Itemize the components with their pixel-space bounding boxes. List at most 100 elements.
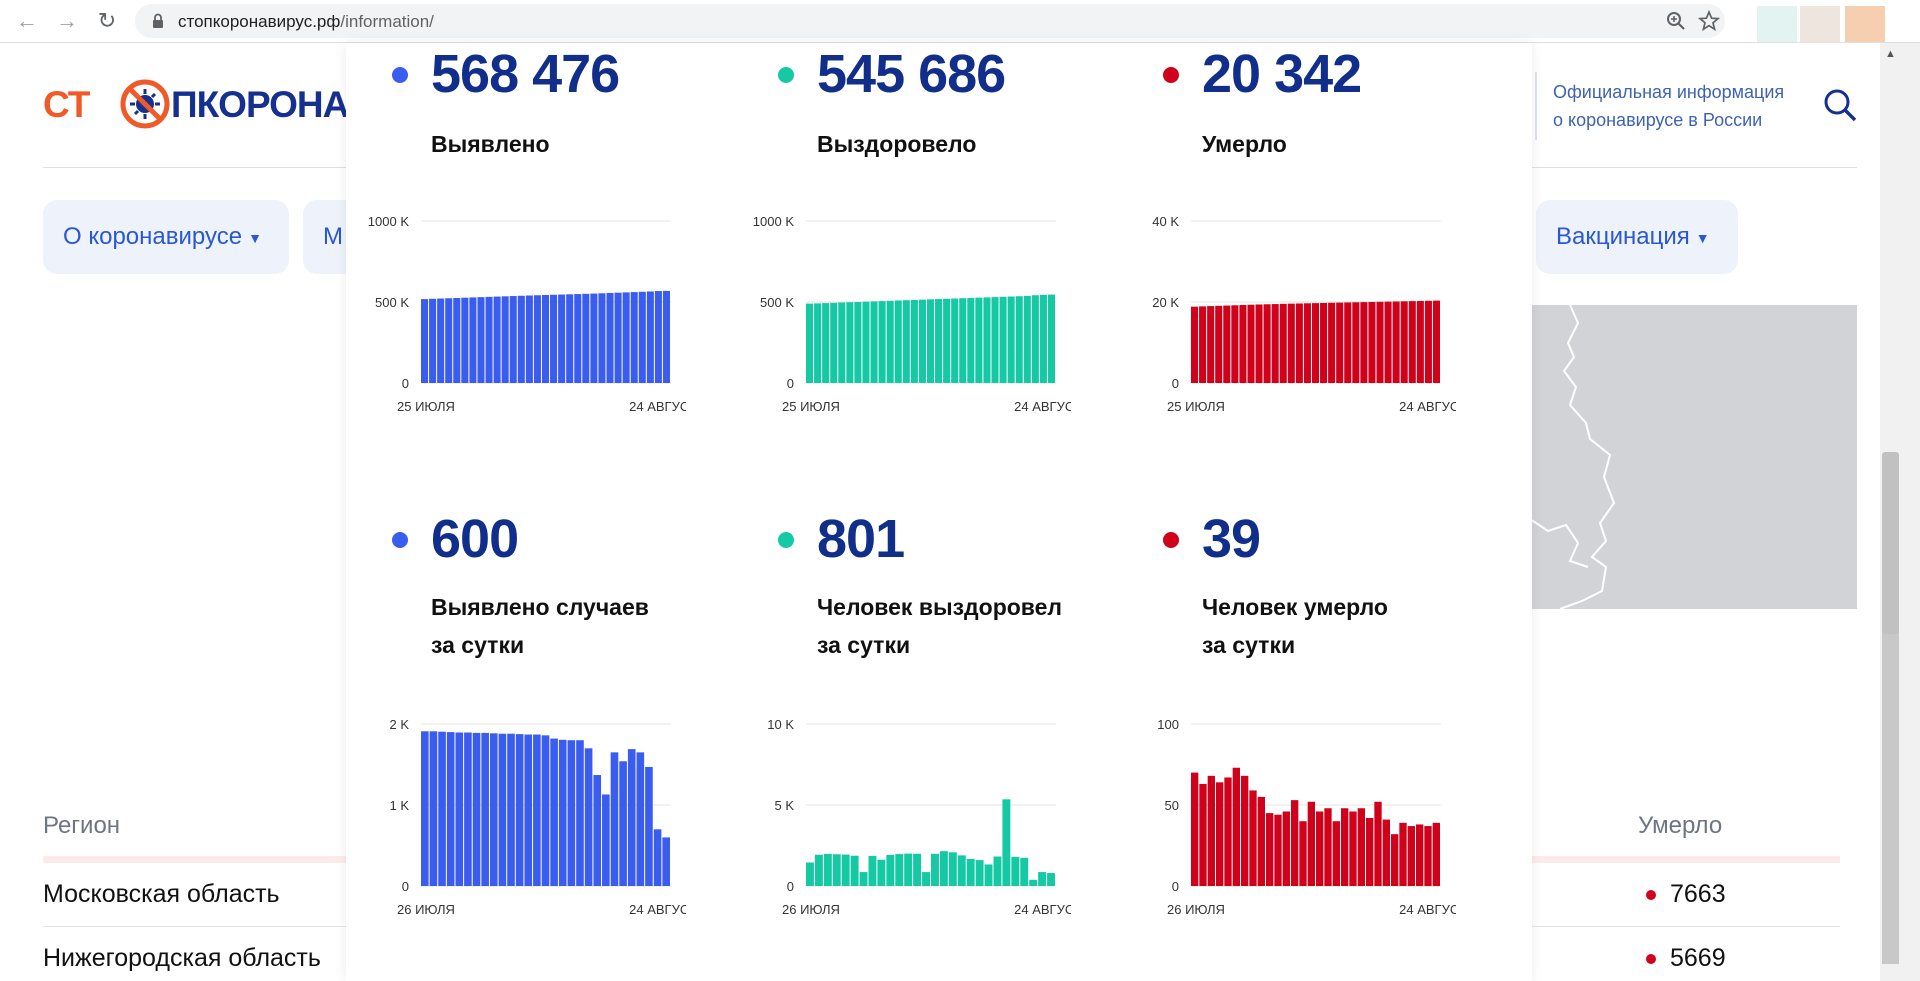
bar[interactable]	[501, 296, 509, 383]
bar[interactable]	[957, 855, 966, 886]
bar[interactable]	[1432, 822, 1440, 886]
bar[interactable]	[1263, 304, 1271, 383]
bar[interactable]	[1366, 817, 1374, 886]
bar[interactable]	[1332, 821, 1340, 886]
bar[interactable]	[1257, 796, 1265, 886]
bar[interactable]	[1029, 879, 1038, 886]
bar[interactable]	[1002, 799, 1011, 886]
bar[interactable]	[489, 733, 498, 886]
bar[interactable]	[638, 291, 646, 383]
bar[interactable]	[493, 296, 501, 383]
bar[interactable]	[806, 862, 814, 886]
scroll-up-arrow-icon[interactable]: ▲	[1885, 48, 1896, 60]
bar[interactable]	[1266, 813, 1274, 886]
forward-arrow-icon[interactable]: →	[56, 8, 78, 33]
bar[interactable]	[1216, 782, 1224, 886]
bar[interactable]	[991, 297, 999, 383]
bar[interactable]	[1307, 801, 1315, 886]
bar[interactable]	[646, 291, 654, 383]
bar[interactable]	[1011, 856, 1020, 886]
bar[interactable]	[1039, 294, 1047, 383]
bar[interactable]	[868, 855, 877, 886]
bar[interactable]	[550, 294, 558, 383]
bar[interactable]	[630, 292, 638, 383]
bar[interactable]	[1007, 296, 1015, 383]
bar[interactable]	[662, 837, 670, 886]
bar[interactable]	[862, 301, 870, 383]
bar[interactable]	[645, 766, 653, 886]
bar[interactable]	[1316, 811, 1324, 886]
bar[interactable]	[959, 298, 967, 383]
bar[interactable]	[1341, 808, 1349, 886]
bar[interactable]	[654, 291, 662, 383]
bar[interactable]	[1223, 305, 1231, 383]
bar[interactable]	[619, 761, 627, 886]
extension-icon[interactable]	[1757, 6, 1797, 42]
bar[interactable]	[1400, 301, 1408, 383]
bar[interactable]	[533, 734, 541, 886]
bar[interactable]	[477, 297, 485, 383]
bar[interactable]	[1207, 306, 1215, 383]
bar[interactable]	[622, 292, 630, 383]
bar[interactable]	[1279, 303, 1287, 383]
bar[interactable]	[1392, 301, 1400, 383]
bar[interactable]	[558, 739, 567, 886]
bar[interactable]	[461, 297, 469, 383]
bar[interactable]	[1352, 302, 1360, 383]
bar[interactable]	[576, 740, 584, 886]
bar[interactable]	[1368, 301, 1376, 383]
bar[interactable]	[943, 298, 951, 383]
bar[interactable]	[469, 297, 477, 383]
bar[interactable]	[566, 294, 574, 383]
bar[interactable]	[886, 854, 895, 886]
extension-icon[interactable]	[1800, 6, 1840, 42]
bar[interactable]	[627, 749, 636, 886]
bar[interactable]	[598, 293, 606, 383]
bar[interactable]	[1047, 873, 1055, 886]
bar[interactable]	[1224, 777, 1232, 886]
bar[interactable]	[558, 294, 566, 383]
bar[interactable]	[1274, 814, 1282, 886]
bar[interactable]	[1239, 304, 1247, 383]
bar[interactable]	[1376, 301, 1384, 383]
bar[interactable]	[541, 295, 550, 383]
bar[interactable]	[1020, 857, 1029, 886]
bookmark-star-icon[interactable]	[1698, 10, 1720, 32]
bar[interactable]	[1038, 872, 1047, 886]
bar[interactable]	[455, 732, 464, 886]
bar[interactable]	[1232, 767, 1240, 886]
bar[interactable]	[429, 298, 437, 383]
bar[interactable]	[904, 853, 913, 886]
bar[interactable]	[814, 303, 822, 383]
bar[interactable]	[1215, 305, 1223, 383]
bar[interactable]	[593, 775, 602, 886]
table-header-died[interactable]: Умерло	[1638, 812, 1723, 839]
reload-icon[interactable]: ↻	[97, 8, 117, 33]
bar[interactable]	[1023, 295, 1031, 383]
bar[interactable]	[437, 298, 445, 383]
bar[interactable]	[485, 296, 493, 383]
bar[interactable]	[541, 735, 550, 886]
bar[interactable]	[509, 296, 517, 383]
bar[interactable]	[1424, 826, 1432, 886]
bar[interactable]	[1207, 775, 1215, 886]
bar[interactable]	[1191, 306, 1199, 383]
bar[interactable]	[1399, 822, 1407, 886]
bar[interactable]	[814, 854, 823, 886]
bar[interactable]	[1384, 301, 1392, 383]
bar[interactable]	[859, 872, 868, 886]
bar[interactable]	[1282, 811, 1290, 886]
table-row-region[interactable]: Нижегородская область	[43, 944, 321, 972]
table-header-region[interactable]: Регион	[43, 812, 121, 839]
bar[interactable]	[832, 854, 841, 886]
bar[interactable]	[948, 852, 957, 886]
bar[interactable]	[1324, 808, 1332, 886]
bar[interactable]	[838, 302, 846, 383]
bar[interactable]	[822, 303, 830, 383]
bar[interactable]	[1191, 772, 1199, 886]
nav-about-coronavirus[interactable]: О коронавирусе ▼	[43, 200, 289, 274]
bar[interactable]	[951, 298, 959, 383]
bar[interactable]	[610, 752, 619, 886]
bar[interactable]	[614, 292, 622, 383]
bar[interactable]	[1295, 303, 1303, 383]
